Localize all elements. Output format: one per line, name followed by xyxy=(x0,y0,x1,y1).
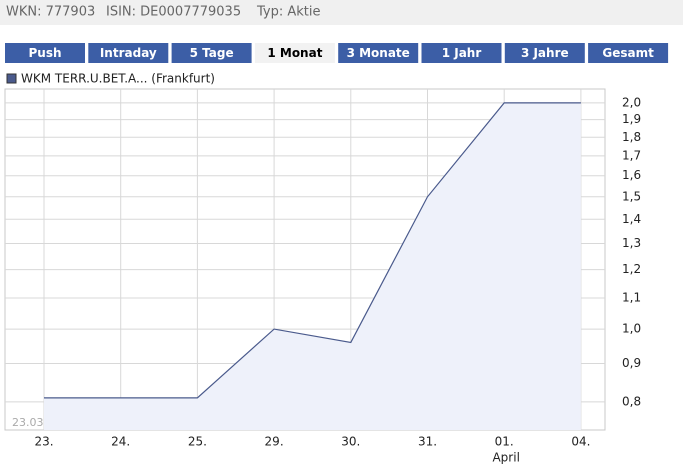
x-tick-label: 31. xyxy=(418,435,437,449)
tab[interactable] xyxy=(338,43,419,63)
y-tick-label: 0,9 xyxy=(622,356,641,370)
legend-text: WKM TERR.U.BET.A... (Frankfurt) xyxy=(21,72,215,86)
tab[interactable] xyxy=(588,43,669,63)
header-item: Typ: Aktie xyxy=(256,5,321,20)
y-tick-label: 1,0 xyxy=(622,322,641,336)
y-tick-label: 1,7 xyxy=(622,148,641,162)
tab[interactable] xyxy=(504,43,585,63)
y-tick-label: 1,8 xyxy=(622,130,641,144)
tab-label[interactable]: 5 Tage xyxy=(190,46,234,60)
x-sublabel: April xyxy=(492,451,519,465)
tab-label[interactable]: Gesamt xyxy=(602,46,654,60)
y-tick-label: 1,6 xyxy=(622,168,641,182)
tab-label[interactable]: Intraday xyxy=(100,46,157,60)
tab-label[interactable]: 3 Jahre xyxy=(521,46,569,60)
tab[interactable] xyxy=(5,43,85,63)
tab-label[interactable]: 1 Jahr xyxy=(442,46,482,60)
tab-label[interactable]: 1 Monat xyxy=(267,46,322,60)
x-tick-label: 30. xyxy=(341,435,360,449)
x-tick-label: 25. xyxy=(188,435,207,449)
x-tick-label: 29. xyxy=(265,435,284,449)
header-bar xyxy=(0,0,683,25)
y-tick-label: 1,9 xyxy=(622,112,641,126)
legend-swatch xyxy=(6,73,17,84)
y-tick-label: 0,8 xyxy=(622,394,641,408)
y-tick-label: 2,0 xyxy=(622,95,641,109)
x-tick-label: 23. xyxy=(34,435,53,449)
area xyxy=(44,102,581,430)
header-item: WKN: 777903 xyxy=(6,5,95,20)
y-tick-label: 1,5 xyxy=(622,189,641,203)
tab[interactable] xyxy=(88,43,169,63)
tab[interactable] xyxy=(254,43,335,63)
y-tick-label: 1,3 xyxy=(622,236,641,250)
header-item: ISIN: DE0007779035 xyxy=(106,5,241,20)
x-tick-label: 01. xyxy=(495,435,514,449)
tab-label[interactable]: Push xyxy=(28,46,61,60)
tab[interactable] xyxy=(171,43,252,63)
y-tick-label: 1,4 xyxy=(622,212,641,226)
tab[interactable] xyxy=(421,43,502,63)
tab-label[interactable]: 3 Monate xyxy=(347,46,410,60)
x-tick-label: 24. xyxy=(111,435,130,449)
line xyxy=(44,102,581,399)
y-tick-label: 1,1 xyxy=(622,290,641,304)
y-tick-label: 1,2 xyxy=(622,262,641,276)
x-tick-label: 04. xyxy=(571,435,590,449)
